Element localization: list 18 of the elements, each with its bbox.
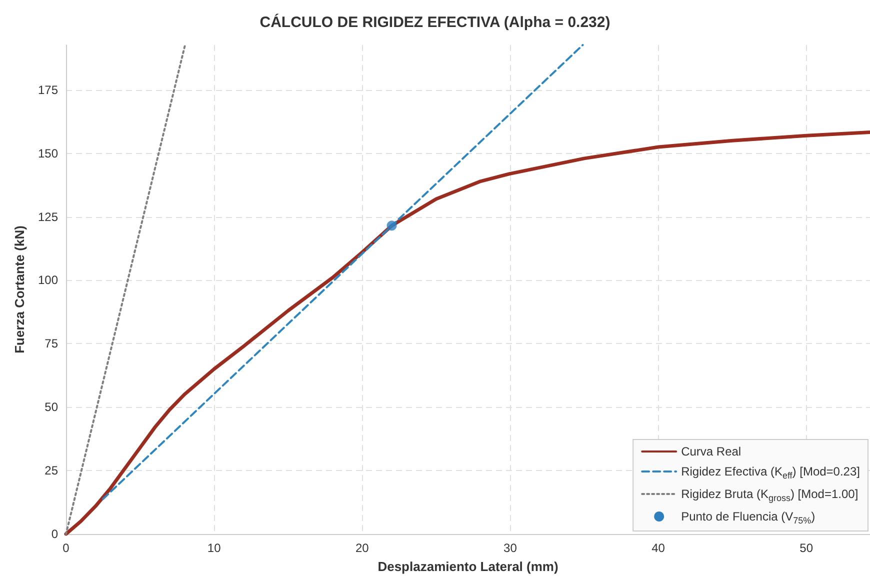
x-tick-label: 10 [207, 541, 222, 555]
y-tick-label: 50 [44, 400, 58, 414]
y-tick-label: 25 [44, 464, 58, 478]
y-axis-title: Fuerza Cortante (kN) [12, 226, 27, 354]
chart-title: CÁLCULO DE RIGIDEZ EFECTIVA (Alpha = 0.232) [260, 13, 610, 31]
x-axis-title: Desplazamiento Lateral (mm) [378, 559, 558, 574]
y-tick-label: 175 [38, 82, 58, 97]
y-tick-label: 75 [44, 336, 58, 351]
x-tick-label: 50 [800, 541, 814, 555]
x-tick-label: 40 [652, 541, 666, 555]
y-tick-label: 100 [38, 273, 58, 288]
y-tick-label: 150 [38, 146, 58, 160]
x-tick-label: 30 [504, 541, 518, 555]
y-tick-label: 125 [38, 210, 58, 224]
x-tick-label: 0 [62, 541, 70, 555]
legend-label: Curva Real [681, 444, 742, 458]
y-tick-label: 0 [51, 527, 58, 541]
x-tick-label: 20 [355, 541, 370, 555]
